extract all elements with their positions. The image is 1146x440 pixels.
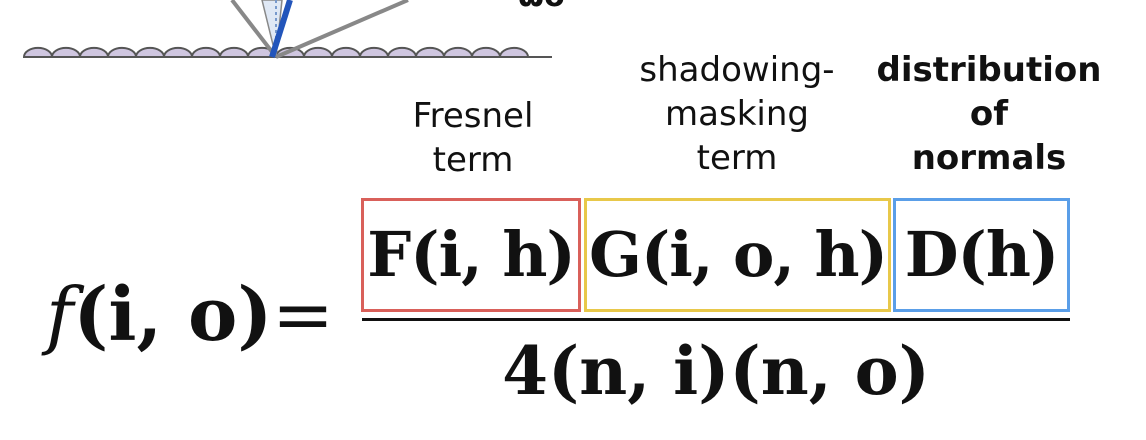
equation-lhs: f(i, o)	[46, 270, 272, 360]
equals-sign: =	[272, 272, 335, 358]
incident-ray	[230, 0, 278, 59]
lhs-arguments: (i, o)	[73, 272, 273, 358]
label-line: of	[969, 94, 1009, 134]
label-line: term	[432, 140, 514, 180]
label-line: term	[696, 138, 778, 178]
label-line: normals	[911, 138, 1067, 178]
shadowing-masking-term-label: shadowing- masking term	[612, 48, 862, 180]
distribution-args: (h)	[957, 218, 1060, 291]
shadowing-symbol: G	[589, 218, 642, 291]
shadowing-args: (i, o, h)	[640, 218, 888, 291]
fresnel-term-label: Fresnel term	[388, 94, 558, 182]
distribution-symbol: D	[904, 218, 959, 291]
numerator-distribution: D(h)	[896, 210, 1067, 300]
label-line: distribution	[876, 50, 1102, 90]
shadowing-term-box	[584, 198, 891, 312]
distribution-of-normals-label: distribution of normals	[872, 48, 1106, 180]
numerator-shadowing: G(i, o, h)	[587, 210, 889, 300]
fresnel-term-box	[361, 198, 581, 312]
omega-o-label: ωo	[518, 0, 565, 14]
distribution-term-box	[893, 198, 1070, 312]
label-line: shadowing-	[639, 50, 835, 90]
numerator-fresnel: F(i, h)	[364, 210, 578, 300]
lhs-function-symbol: f	[46, 272, 74, 358]
label-line: Fresnel	[412, 96, 534, 136]
denominator-expression: 4(n, i)(n, o)	[502, 332, 930, 410]
fraction-bar	[362, 318, 1070, 321]
half-vector-ray	[269, 0, 293, 58]
fresnel-args: (i, h)	[410, 218, 575, 291]
outgoing-ray	[275, 0, 409, 59]
label-line: masking	[665, 94, 809, 134]
denominator: 4(n, i)(n, o)	[362, 326, 1070, 417]
microfacet-surface-diagram: ωo	[22, 0, 565, 59]
fresnel-symbol: F	[367, 218, 411, 291]
